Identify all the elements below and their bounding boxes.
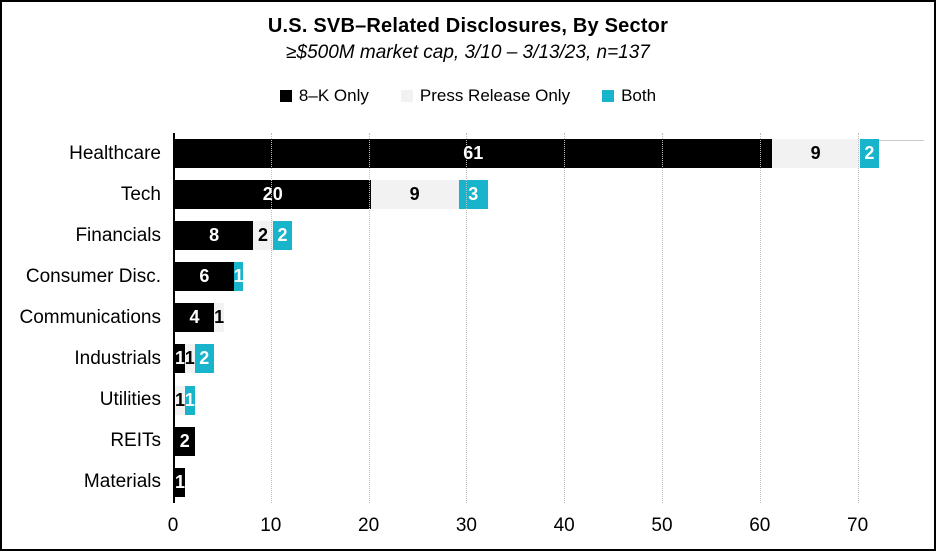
gridline: [368, 133, 370, 503]
category-label: Materials: [83, 471, 161, 493]
bar-row: Materials 1: [84, 462, 926, 503]
gridline: [564, 133, 566, 503]
bar-segment: 3: [458, 180, 488, 210]
gridline: [270, 133, 272, 503]
legend-label: 8–K Only: [298, 86, 369, 105]
x-tick-label: 0: [167, 515, 179, 536]
category-label: Industrials: [74, 348, 161, 370]
bar-row: REITs 2: [110, 421, 926, 462]
category-label: Communications: [19, 306, 162, 328]
bar-segment: 1: [175, 467, 185, 497]
category-label: Healthcare: [69, 142, 161, 164]
x-tick-label: 30: [455, 515, 477, 536]
bar-segment: 4: [175, 303, 215, 333]
legend-swatch-icon: [400, 90, 413, 102]
category-label: Financials: [75, 224, 161, 246]
legend-item: Press Release Only: [400, 86, 571, 106]
plot-area: Healthcare 61 9 2 Tech 20 9 3 Financials 8 2 2 Consu…: [20, 133, 926, 536]
category-label: REITs: [110, 430, 161, 452]
bar-segment: 1: [233, 262, 244, 292]
y-axis-line: [173, 133, 175, 503]
gridline: [466, 133, 468, 503]
gridline: [662, 133, 663, 503]
bar-row: Tech 20 9 3: [121, 174, 926, 215]
bar-segment: 2: [253, 221, 273, 251]
category-label: Tech: [120, 183, 161, 205]
bar-segment: 1: [184, 344, 195, 374]
bar-row: Communications 4 1: [20, 297, 926, 338]
bar-segment: 1: [175, 385, 185, 415]
bar-segment: 2: [859, 139, 880, 168]
chart-subtitle: ≥$500M market cap, 3/10 – 3/13/23, n=137: [286, 42, 650, 63]
bar-segment: 8: [175, 221, 254, 251]
category-label: Consumer Disc.: [25, 265, 161, 287]
bar-segment: 1: [214, 303, 224, 333]
legend-swatch-icon: [279, 90, 292, 102]
bar-segment: 1: [175, 344, 185, 374]
bar-row: Financials 8 2 2: [75, 215, 926, 256]
chart-title: U.S. SVB–Related Disclosures, By Sector: [267, 15, 669, 37]
bar-segment: 9: [370, 180, 459, 210]
x-tick-label: 10: [260, 515, 282, 536]
bar-segment: 6: [175, 262, 234, 292]
bar-segment: 9: [771, 139, 860, 168]
legend-swatch-icon: [602, 90, 615, 102]
bar-row: Industrials 11 2: [74, 338, 926, 379]
bar-segment: 2: [272, 221, 293, 251]
bar-row: Healthcare 61 9 2: [69, 133, 926, 174]
gridline: [857, 133, 859, 503]
x-tick-label: 40: [553, 515, 575, 536]
bar-segment: 2: [175, 426, 195, 456]
bar-row: Consumer Disc. 6 1: [26, 256, 926, 297]
category-label: Utilities: [99, 389, 161, 411]
legend-item: 8–K Only: [279, 86, 369, 106]
bar-row: Utilities 11: [100, 380, 926, 421]
bar-rows: Healthcare 61 9 2 Tech 20 9 3 Financials 8 2 2 Consu…: [20, 133, 926, 503]
bar-segment: 1: [184, 385, 195, 415]
legend-label: Press Release Only: [419, 86, 571, 105]
legend-item: Both: [602, 86, 656, 106]
x-tick-label: 20: [358, 515, 380, 536]
legend: 8–K Only Press Release Only Both: [2, 86, 934, 106]
x-tick-label: 60: [749, 515, 771, 536]
gridline: [759, 133, 761, 503]
legend-label: Both: [621, 86, 657, 105]
x-tick-label: 70: [847, 515, 869, 536]
x-tick-label: 50: [651, 515, 673, 536]
bar-segment: 61: [175, 139, 772, 168]
bar-segment: 20: [175, 180, 371, 210]
bar-segment: 2: [194, 344, 215, 374]
